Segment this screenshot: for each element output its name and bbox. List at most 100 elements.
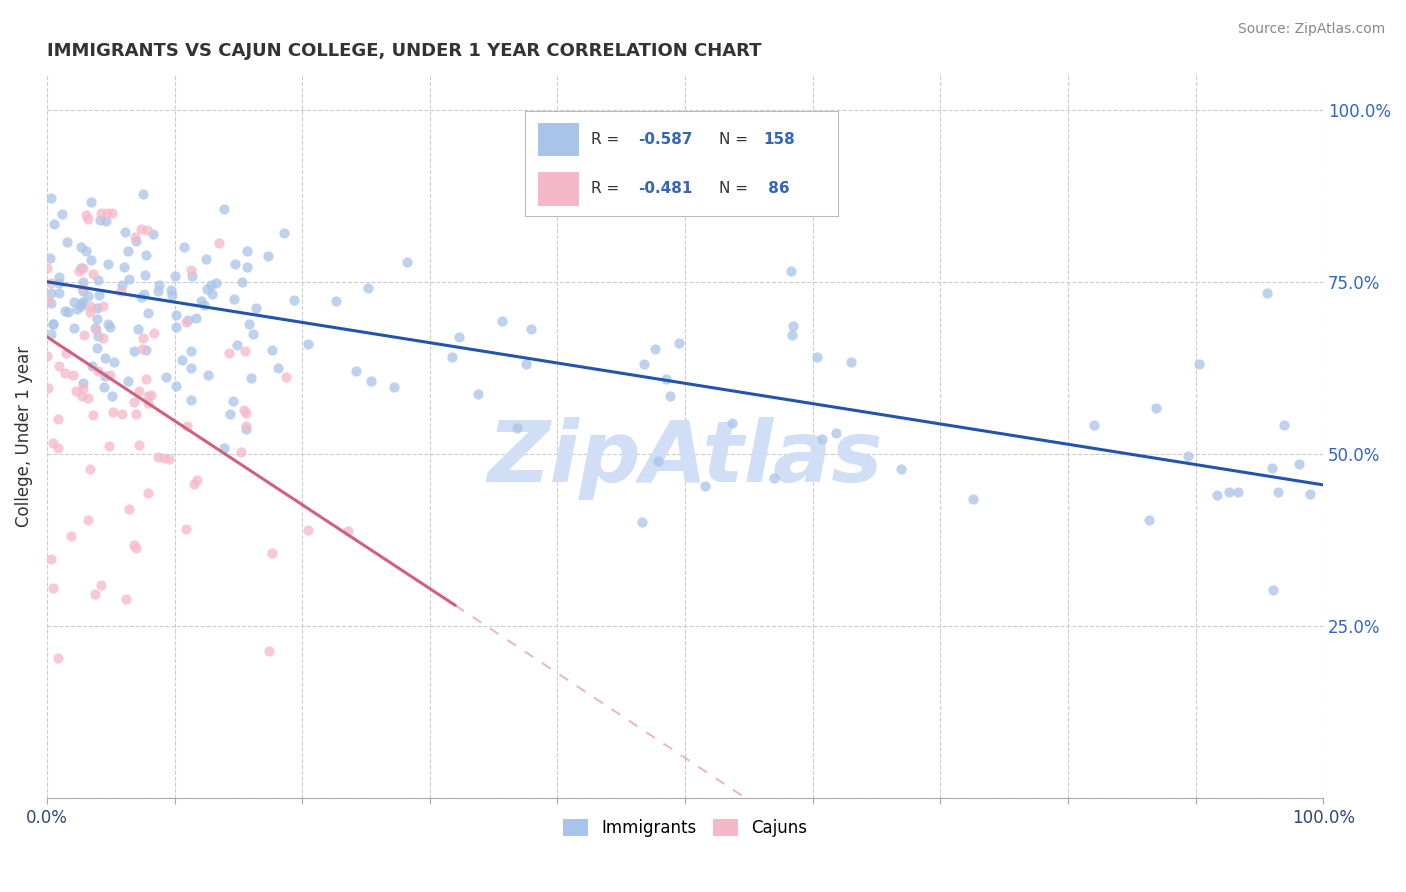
Point xyxy=(1272,418,1295,433)
Point xyxy=(132,330,155,344)
Point xyxy=(1188,357,1211,371)
Point xyxy=(46,442,69,456)
Point xyxy=(806,350,828,364)
Point xyxy=(82,408,104,422)
Point xyxy=(157,452,180,467)
Point xyxy=(1206,487,1229,501)
Point xyxy=(39,276,62,290)
Point xyxy=(235,418,257,433)
Point xyxy=(124,230,146,244)
Point xyxy=(111,407,134,421)
Point xyxy=(824,425,846,440)
Point xyxy=(721,416,744,430)
Point xyxy=(224,257,246,271)
Point xyxy=(180,343,202,358)
Point xyxy=(62,368,84,383)
Point xyxy=(273,226,295,240)
Point xyxy=(134,268,156,283)
Point xyxy=(55,346,77,360)
Point xyxy=(180,269,202,284)
Point xyxy=(780,327,803,342)
Point xyxy=(186,473,208,487)
Point xyxy=(782,319,804,334)
Point xyxy=(1261,461,1284,475)
Point xyxy=(114,591,136,606)
Point xyxy=(77,289,100,303)
Point xyxy=(260,546,283,560)
Point xyxy=(111,278,134,293)
Point xyxy=(84,586,107,600)
Point xyxy=(212,441,235,455)
Point xyxy=(257,249,280,263)
Point xyxy=(174,315,197,329)
Point xyxy=(79,299,101,313)
Point xyxy=(177,313,200,327)
Point xyxy=(235,244,257,259)
Point xyxy=(122,344,145,359)
Point xyxy=(42,582,65,596)
Point xyxy=(1256,285,1278,300)
Point xyxy=(79,461,101,475)
Point xyxy=(83,321,105,335)
Point xyxy=(48,276,70,290)
Point xyxy=(86,301,108,316)
Point xyxy=(201,287,224,301)
Point xyxy=(142,227,165,242)
Point xyxy=(77,392,100,406)
Point xyxy=(80,195,103,210)
Point xyxy=(37,349,59,363)
Point xyxy=(219,407,242,421)
Point xyxy=(693,479,716,493)
Point xyxy=(132,286,155,301)
Point xyxy=(125,234,148,248)
Point xyxy=(382,380,405,394)
Point xyxy=(127,322,149,336)
Point xyxy=(336,524,359,538)
Point xyxy=(72,275,94,289)
Point xyxy=(67,264,90,278)
Point xyxy=(186,311,208,326)
Point xyxy=(176,418,198,433)
Point xyxy=(76,513,98,527)
Point xyxy=(97,257,120,271)
Point xyxy=(39,296,62,310)
Y-axis label: College, Under 1 year: College, Under 1 year xyxy=(15,346,32,527)
Point xyxy=(155,370,177,384)
Point xyxy=(520,322,543,336)
Point xyxy=(63,321,86,335)
Point xyxy=(98,439,121,453)
Point xyxy=(763,471,786,485)
Point xyxy=(72,285,94,299)
Point xyxy=(165,378,187,392)
Point xyxy=(125,541,148,556)
Point xyxy=(65,384,87,399)
Point xyxy=(63,294,86,309)
Point xyxy=(128,384,150,399)
Point xyxy=(231,445,253,459)
Point xyxy=(70,299,93,313)
Point xyxy=(80,252,103,267)
Point xyxy=(72,389,94,403)
Point xyxy=(165,320,187,334)
Point xyxy=(86,312,108,326)
Point xyxy=(39,552,62,566)
Point xyxy=(38,251,60,265)
Point xyxy=(267,360,290,375)
Point xyxy=(70,295,93,310)
Point xyxy=(114,225,136,239)
Point xyxy=(46,650,69,665)
Point xyxy=(236,260,259,274)
Point xyxy=(1083,417,1105,432)
Point xyxy=(135,372,157,386)
Text: Source: ZipAtlas.com: Source: ZipAtlas.com xyxy=(1237,22,1385,37)
Point xyxy=(274,370,297,384)
Point xyxy=(396,254,419,268)
Point xyxy=(76,212,98,227)
Point xyxy=(70,261,93,276)
Point xyxy=(59,529,82,543)
Point xyxy=(96,214,118,228)
Point xyxy=(195,282,218,296)
Point xyxy=(37,261,59,276)
Point xyxy=(344,364,367,378)
Point xyxy=(173,240,195,254)
